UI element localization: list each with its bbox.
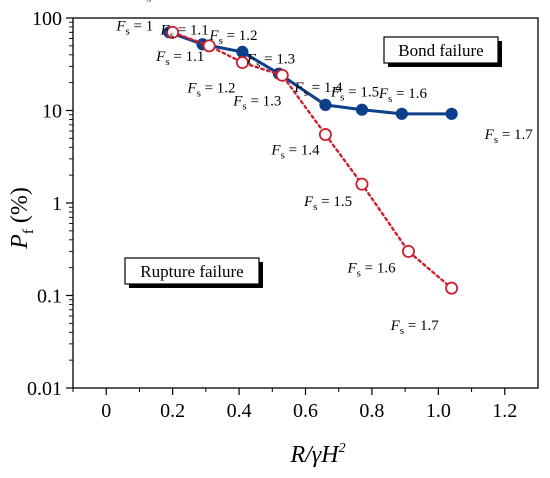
point-label: Fs = 1.1 xyxy=(155,49,204,68)
point-label: Fs = 1.7 xyxy=(390,318,440,337)
data-point xyxy=(235,56,249,70)
data-point xyxy=(202,39,216,53)
data-point xyxy=(275,68,289,82)
data-point xyxy=(319,98,332,111)
x-tick-label: 0.8 xyxy=(359,400,384,422)
legend-bond-label: Bond failure xyxy=(398,41,483,60)
point-label: Fs = 1.6 xyxy=(346,260,396,279)
data-point xyxy=(395,107,408,120)
x-tick-label: 0 xyxy=(101,400,111,422)
point-label: Fs = 1.5 xyxy=(303,194,352,213)
point-label: Fs = 1.3 xyxy=(232,93,281,112)
series-rupture xyxy=(166,25,459,295)
x-tick-label: 0.4 xyxy=(227,400,252,422)
data-point xyxy=(355,103,369,116)
y-tick-label: 1 xyxy=(52,193,62,215)
data-point xyxy=(401,244,415,258)
point-label: Fs = 1.6 xyxy=(378,86,428,105)
data-point xyxy=(445,107,458,120)
series-layer xyxy=(163,25,459,295)
x-tick-label: 0.2 xyxy=(160,400,185,422)
legend-bond: Bond failure xyxy=(383,36,502,67)
point-label: Fs = 1.5 xyxy=(330,85,379,104)
y-axis-title: Pf (%) xyxy=(7,187,37,250)
point-label: Fs = 1.4 xyxy=(293,80,343,99)
data-point xyxy=(318,128,332,142)
y-tick-label: 0.1 xyxy=(37,286,62,308)
y-tick-label: 100 xyxy=(32,8,62,30)
legend-rupture-label: Rupture failure xyxy=(140,262,243,281)
point-label: Fs = 1.2 xyxy=(208,28,257,47)
point-label: Fs = 1.2 xyxy=(186,81,235,100)
y-tick-label: 0.01 xyxy=(27,378,62,400)
y-tick-label: 10 xyxy=(42,101,62,123)
x-axis-title: R/γH2 xyxy=(289,441,345,468)
point-label: Fs = 1.1 xyxy=(160,22,209,41)
x-tick-label: 1.2 xyxy=(492,400,517,422)
data-point xyxy=(445,281,459,295)
point-label: Fs = 1.4 xyxy=(270,143,320,162)
point-label: Fs = 1 xyxy=(137,0,175,4)
x-tick-label: 1.0 xyxy=(426,400,451,422)
x-tick-label: 0.6 xyxy=(293,400,318,422)
point-label: Fs = 1.7 xyxy=(484,127,534,146)
annotations: Fs = 1 Fs = 1.1 Fs = 1.2Fs = 1.3Fs = 1.4Fs… xyxy=(115,0,533,337)
legend-rupture: Rupture failure xyxy=(124,257,263,288)
point-label: Fs = 1 xyxy=(115,18,153,37)
axes: 0 0.2 0.4 0.6 0.8 1.0 1.2 0.01 0.1 1 10 100 xyxy=(27,8,539,422)
data-point xyxy=(355,177,369,191)
point-label: Fs = 1.3 xyxy=(246,52,295,71)
data-point xyxy=(166,25,180,39)
